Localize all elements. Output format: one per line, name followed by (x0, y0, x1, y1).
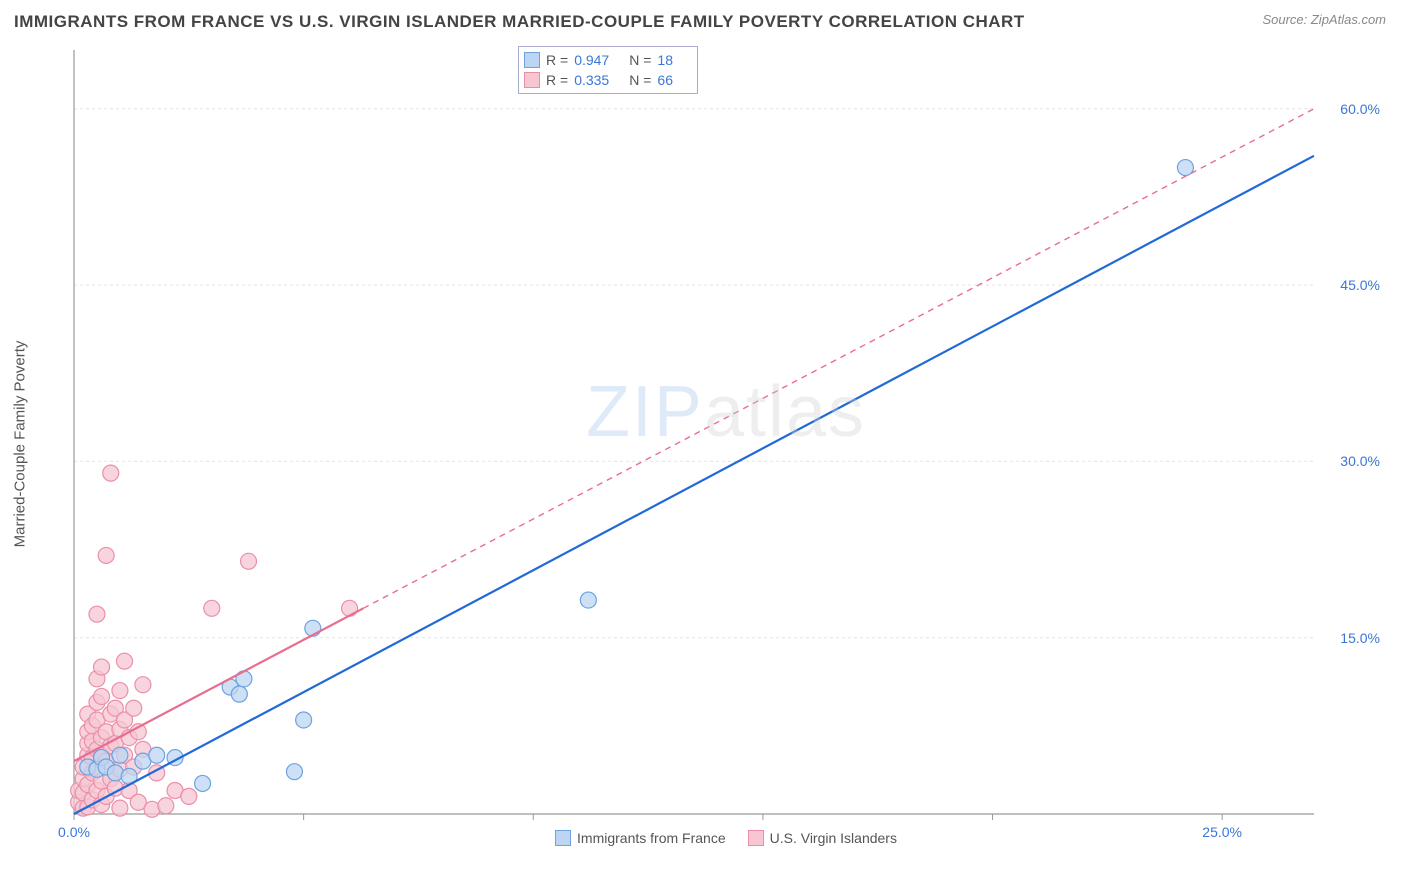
n-label: N = (629, 52, 651, 68)
y-tick-label: 15.0% (1340, 630, 1380, 646)
r-value-1: 0.335 (574, 72, 609, 88)
scatter-plot-svg (68, 44, 1384, 844)
legend-label-0: Immigrants from France (577, 830, 726, 846)
legend-item-0: Immigrants from France (555, 830, 726, 846)
source-attribution: Source: ZipAtlas.com (1262, 12, 1386, 27)
n-value-1: 66 (657, 72, 673, 88)
plot-area: ZIPatlas R = 0.947 N = 18 R = 0.335 N = … (68, 44, 1384, 844)
swatch-series-1 (524, 72, 540, 88)
swatch-series-0 (524, 52, 540, 68)
r-label: R = (546, 72, 568, 88)
legend-row-series-0: R = 0.947 N = 18 (524, 50, 687, 70)
chart-title: IMMIGRANTS FROM FRANCE VS U.S. VIRGIN IS… (14, 12, 1025, 32)
r-label: R = (546, 52, 568, 68)
swatch-bottom-0 (555, 830, 571, 846)
y-tick-label: 45.0% (1340, 277, 1380, 293)
chart-container: Married-Couple Family Poverty ZIPatlas R… (54, 44, 1384, 844)
x-tick-label: 25.0% (1202, 824, 1242, 840)
y-axis-label: Married-Couple Family Poverty (12, 341, 29, 548)
y-tick-label: 60.0% (1340, 101, 1380, 117)
y-tick-label: 30.0% (1340, 453, 1380, 469)
r-value-0: 0.947 (574, 52, 609, 68)
correlation-legend: R = 0.947 N = 18 R = 0.335 N = 66 (518, 46, 698, 94)
legend-item-1: U.S. Virgin Islanders (748, 830, 897, 846)
header: IMMIGRANTS FROM FRANCE VS U.S. VIRGIN IS… (0, 0, 1406, 38)
legend-label-1: U.S. Virgin Islanders (770, 830, 897, 846)
x-tick-label: 0.0% (58, 824, 90, 840)
n-value-0: 18 (657, 52, 673, 68)
series-legend: Immigrants from France U.S. Virgin Islan… (555, 830, 897, 846)
legend-row-series-1: R = 0.335 N = 66 (524, 70, 687, 90)
swatch-bottom-1 (748, 830, 764, 846)
n-label: N = (629, 72, 651, 88)
